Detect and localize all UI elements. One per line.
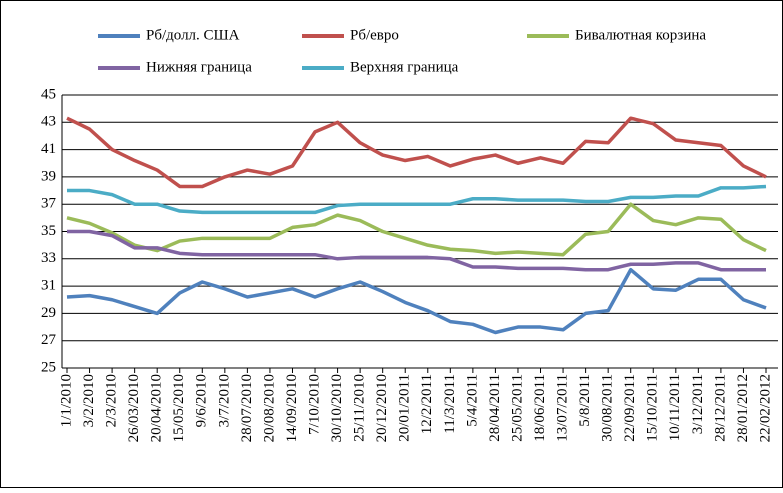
series-line [67,184,767,215]
x-tick-label: 25/05/2011 [509,374,525,442]
x-tick-label: 22/02/2012 [757,374,773,442]
y-tick-label: 35 [41,223,56,239]
y-tick-label: 31 [41,278,56,294]
x-tick-label: 15/05/2010 [171,374,187,442]
x-tick-label: 18/06/2011 [532,374,548,442]
series-line [66,267,767,335]
x-tick-label: 3/7/2010 [216,374,232,427]
x-tick-label: 28/04/2011 [487,374,503,442]
x-tick-label: 26/03/2010 [126,374,142,442]
x-tick-label: 3/2/2010 [81,374,97,427]
x-tick-label: 11/3/2011 [442,374,458,434]
x-tick-label: 20/04/2010 [149,374,165,442]
x-tick-label: 30/08/2011 [600,374,616,442]
y-tick-label: 39 [41,168,56,184]
series-line [67,229,766,272]
y-tick-label: 29 [41,305,56,321]
x-tick-label: 28/01/2012 [735,374,751,442]
x-tick-label: 20/08/2010 [261,374,277,442]
x-tick-label: 28/07/2010 [239,374,255,442]
y-tick-label: 45 [41,86,56,102]
x-tick-label: 30/10/2010 [329,374,345,442]
y-tick-label: 33 [41,250,56,266]
x-tick-label: 12/2/2011 [419,374,435,434]
legend-label: Рб/евро [350,27,399,43]
y-tick-label: 27 [41,332,57,348]
x-tick-label: 28/12/2011 [712,374,728,442]
y-tick-label: 43 [41,114,56,130]
x-tick-label: 13/07/2011 [555,374,571,442]
series-line [66,116,767,189]
y-tick-label: 37 [41,196,57,212]
legend-label: Рб/долл. США [146,27,240,43]
series-line [66,202,767,257]
x-tick-label: 25/11/2010 [352,374,368,442]
x-tick-label: 1/1/2010 [58,374,74,427]
x-tick-label: 22/09/2011 [622,374,638,442]
legend-label: Нижняя граница [146,59,252,75]
x-tick-label: 2/3/2010 [104,374,120,427]
y-tick-label: 41 [41,141,56,157]
x-tick-label: 7/10/2010 [306,374,322,435]
x-tick-label: 5/4/2011 [464,374,480,427]
legend-label: Бивалютная корзина [575,27,706,43]
x-tick-label: 15/10/2011 [645,374,661,442]
x-tick-label: 9/6/2010 [194,374,210,427]
y-tick-label: 25 [41,359,56,375]
x-tick-label: 20/12/2010 [374,374,390,442]
x-tick-label: 20/01/2011 [397,374,413,442]
x-tick-label: 3/12/2011 [690,374,706,434]
x-tick-label: 14/09/2010 [284,374,300,442]
x-tick-label: 10/11/2011 [667,374,683,441]
x-tick-label: 5/8/2011 [577,374,593,427]
legend-label: Верхняя граница [350,59,459,75]
